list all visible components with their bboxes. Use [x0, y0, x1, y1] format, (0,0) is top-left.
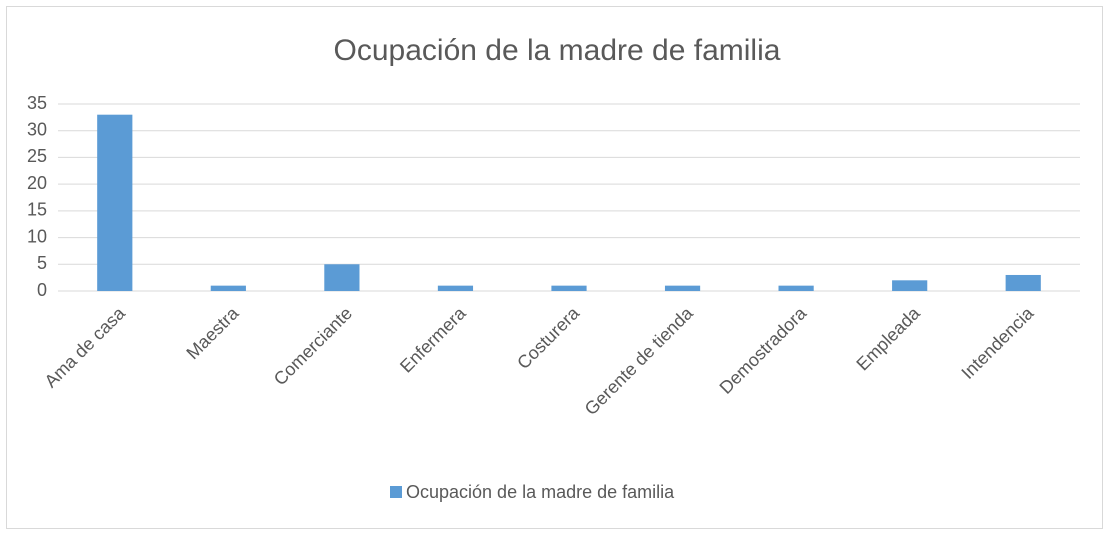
y-tick-label: 35	[27, 93, 47, 113]
y-tick-label: 10	[27, 226, 47, 246]
chart-border	[6, 6, 1103, 529]
y-tick-label: 15	[27, 200, 47, 220]
bar	[437, 285, 474, 291]
bar	[97, 114, 133, 291]
bar	[664, 285, 701, 291]
bar	[551, 285, 587, 291]
legend-swatch	[390, 486, 402, 498]
bar	[324, 264, 360, 291]
chart-title: Ocupación de la madre de familia	[334, 34, 781, 67]
y-tick-label: 30	[27, 119, 47, 139]
bar	[210, 285, 246, 291]
y-tick-label: 20	[27, 173, 47, 193]
bar	[892, 280, 928, 291]
bar	[778, 285, 814, 291]
y-tick-label: 5	[37, 253, 47, 273]
legend-label: Ocupación de la madre de familia	[406, 482, 675, 502]
bar	[1005, 274, 1041, 291]
y-tick-label: 0	[37, 280, 47, 300]
y-tick-label: 25	[27, 146, 47, 166]
